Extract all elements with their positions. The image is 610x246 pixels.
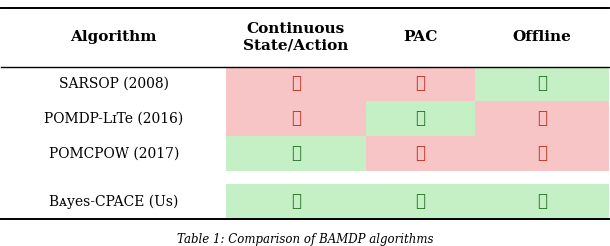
- Text: ✗: ✗: [415, 76, 425, 92]
- Text: PAC: PAC: [403, 30, 437, 44]
- Text: POMDP-LɪTe (2016): POMDP-LɪTe (2016): [44, 112, 184, 126]
- Text: ✗: ✗: [415, 145, 425, 162]
- Text: ✓: ✓: [537, 193, 547, 210]
- Text: ✓: ✓: [537, 76, 547, 92]
- Text: Table 1: Comparison of BAMDP algorithms: Table 1: Comparison of BAMDP algorithms: [177, 233, 433, 246]
- Text: Bᴀyes-CPACE (Us): Bᴀyes-CPACE (Us): [49, 195, 178, 209]
- Text: ✗: ✗: [291, 110, 301, 127]
- Text: Offline: Offline: [512, 30, 571, 44]
- Text: ✗: ✗: [537, 110, 547, 127]
- Text: ✗: ✗: [537, 145, 547, 162]
- Text: ✗: ✗: [291, 76, 301, 92]
- Text: ✓: ✓: [291, 193, 301, 210]
- Text: SARSOP (2008): SARSOP (2008): [59, 77, 169, 91]
- Text: ✓: ✓: [415, 110, 425, 127]
- Text: POMCPOW (2017): POMCPOW (2017): [49, 147, 179, 160]
- Text: ✓: ✓: [415, 193, 425, 210]
- Text: Algorithm: Algorithm: [71, 30, 157, 44]
- Text: ✓: ✓: [291, 145, 301, 162]
- Text: Continuous
State/Action: Continuous State/Action: [243, 22, 348, 52]
